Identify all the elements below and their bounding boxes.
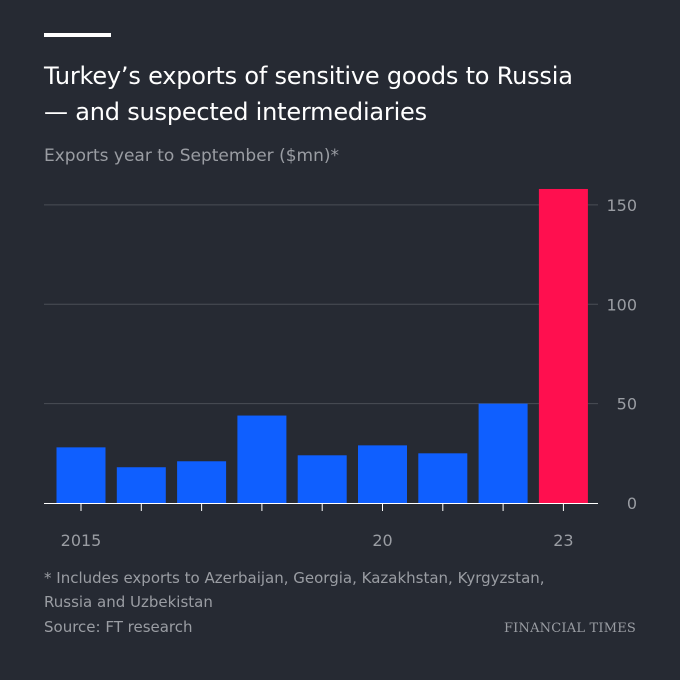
- bar: [418, 453, 468, 503]
- chart-title-line: — and suspected intermediaries: [44, 98, 427, 126]
- footnote: * Includes exports to Azerbaijan, Georgi…: [44, 566, 644, 614]
- bar: [177, 461, 227, 503]
- bar: [56, 447, 106, 503]
- bar: [538, 188, 588, 503]
- x-tick-label: 20: [372, 531, 392, 550]
- x-tick-label: 23: [553, 531, 573, 550]
- x-tick-label: 2015: [61, 531, 102, 550]
- footnote-line: * Includes exports to Azerbaijan, Georgi…: [44, 569, 545, 587]
- chart-title: Turkey’s exports of sensitive goods to R…: [44, 58, 644, 130]
- bar: [237, 415, 287, 503]
- chart-title-line: Turkey’s exports of sensitive goods to R…: [44, 62, 573, 90]
- bar: [297, 455, 347, 503]
- bar: [358, 445, 407, 503]
- chart-subtitle: Exports year to September ($mn)*: [44, 146, 339, 166]
- footnote-line: Russia and Uzbekistan: [44, 593, 213, 611]
- y-tick-label: 150: [606, 196, 637, 215]
- y-tick-label: 50: [617, 395, 637, 414]
- source-note: Source: FT research: [44, 618, 193, 636]
- header-rule: [44, 33, 111, 37]
- y-tick-label: 100: [606, 295, 637, 314]
- bar: [116, 467, 166, 503]
- brand-logo: FINANCIAL TIMES: [503, 621, 636, 636]
- bar: [478, 403, 528, 503]
- y-tick-label: 0: [627, 494, 637, 513]
